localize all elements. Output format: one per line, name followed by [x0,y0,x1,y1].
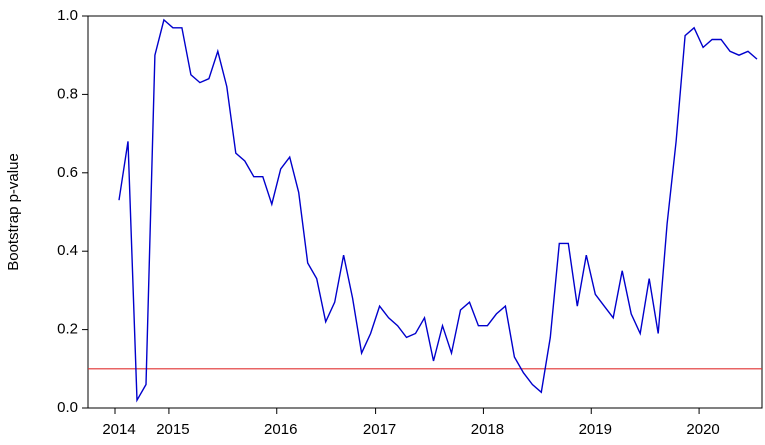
y-tick-label: 0.2 [57,321,78,338]
x-tick-label: 2015 [156,421,189,438]
data-line [118,18,758,403]
x-tick-label: 2017 [363,421,396,438]
x-tick-label: 2019 [579,421,612,438]
x-tick-label: 2014 [102,421,135,438]
x-tick-label: 2020 [686,421,719,438]
y-tick-label: 0.0 [57,399,78,416]
plot-frame [87,15,763,409]
y-tick-label: 0.6 [57,164,78,181]
x-tick-label: 2016 [264,421,297,438]
y-tick-label: 1.0 [57,7,78,24]
y-tick-label: 0.4 [57,242,78,259]
y-tick-label: 0.8 [57,85,78,102]
y-axis-label: Bootstrap p-value [5,153,22,271]
x-tick-label: 2018 [471,421,504,438]
